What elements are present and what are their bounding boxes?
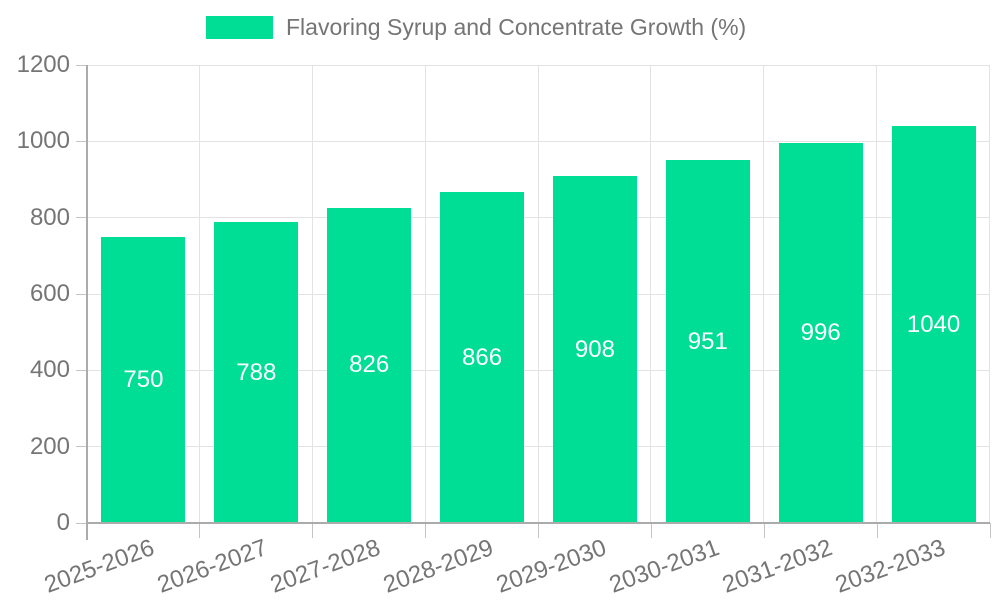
x-axis-baseline bbox=[87, 522, 990, 524]
bar-value-label: 996 bbox=[800, 318, 841, 346]
bar[interactable] bbox=[327, 207, 412, 523]
x-axis-tick bbox=[199, 523, 201, 538]
bar-value-label: 908 bbox=[574, 335, 615, 363]
y-grid-line bbox=[87, 369, 990, 371]
y-grid-line bbox=[87, 217, 990, 219]
y-grid-line bbox=[87, 446, 990, 448]
x-axis-tick bbox=[989, 523, 991, 538]
x-axis-tick bbox=[650, 523, 652, 538]
bar-value-label: 750 bbox=[123, 365, 164, 393]
x-grid-line bbox=[537, 65, 539, 523]
bar-value-label: 788 bbox=[236, 358, 277, 386]
y-axis-tick bbox=[76, 217, 87, 219]
x-axis-tick bbox=[876, 523, 878, 538]
x-axis-tick bbox=[312, 523, 314, 538]
y-tick-label: 400 bbox=[29, 356, 70, 384]
y-axis-line bbox=[86, 65, 88, 540]
y-tick-label: 1000 bbox=[16, 127, 70, 155]
x-grid-line bbox=[763, 65, 765, 523]
bar[interactable] bbox=[665, 160, 750, 523]
bar[interactable] bbox=[440, 192, 525, 523]
y-axis-tick bbox=[76, 293, 87, 295]
legend-label: Flavoring Syrup and Concentrate Growth (… bbox=[286, 14, 747, 40]
y-tick-label: 1200 bbox=[16, 51, 70, 78]
bar[interactable] bbox=[214, 222, 299, 523]
y-axis-tick bbox=[76, 369, 87, 371]
x-grid-line bbox=[311, 65, 313, 523]
x-grid-line bbox=[989, 65, 990, 523]
x-grid-line bbox=[424, 65, 426, 523]
y-axis-tick bbox=[76, 140, 87, 142]
x-axis-tick bbox=[763, 523, 765, 538]
x-axis-tick bbox=[538, 523, 539, 538]
y-axis-tick bbox=[76, 64, 87, 66]
y-grid-line bbox=[87, 64, 990, 66]
y-grid-line bbox=[87, 293, 990, 295]
bar-value-label: 866 bbox=[462, 343, 503, 371]
x-grid-line bbox=[876, 65, 878, 523]
x-grid-line bbox=[198, 65, 200, 523]
y-tick-label: 200 bbox=[29, 432, 70, 460]
chart-legend[interactable]: Flavoring Syrup and Concentrate Growth (… bbox=[206, 14, 746, 41]
bar-value-label: 826 bbox=[349, 351, 390, 379]
y-tick-label: 600 bbox=[29, 280, 70, 307]
x-axis-tick bbox=[425, 523, 427, 538]
y-tick-label: 0 bbox=[56, 509, 70, 536]
y-axis-tick bbox=[76, 522, 87, 524]
bar-value-label: 1040 bbox=[906, 310, 961, 338]
bar[interactable] bbox=[552, 176, 637, 523]
y-grid-line bbox=[87, 140, 990, 142]
y-tick-label: 800 bbox=[29, 203, 70, 231]
y-axis-tick bbox=[76, 446, 87, 448]
bar[interactable] bbox=[891, 126, 976, 523]
bar[interactable] bbox=[778, 142, 863, 523]
plot-area: 0 200 400 600 800 1000 1200 750 2025-2026 788 2026… bbox=[17, 51, 991, 599]
bar[interactable] bbox=[101, 236, 186, 523]
legend-swatch-icon bbox=[206, 16, 273, 39]
bar-value-label: 951 bbox=[687, 327, 728, 355]
x-grid-line bbox=[650, 65, 652, 523]
